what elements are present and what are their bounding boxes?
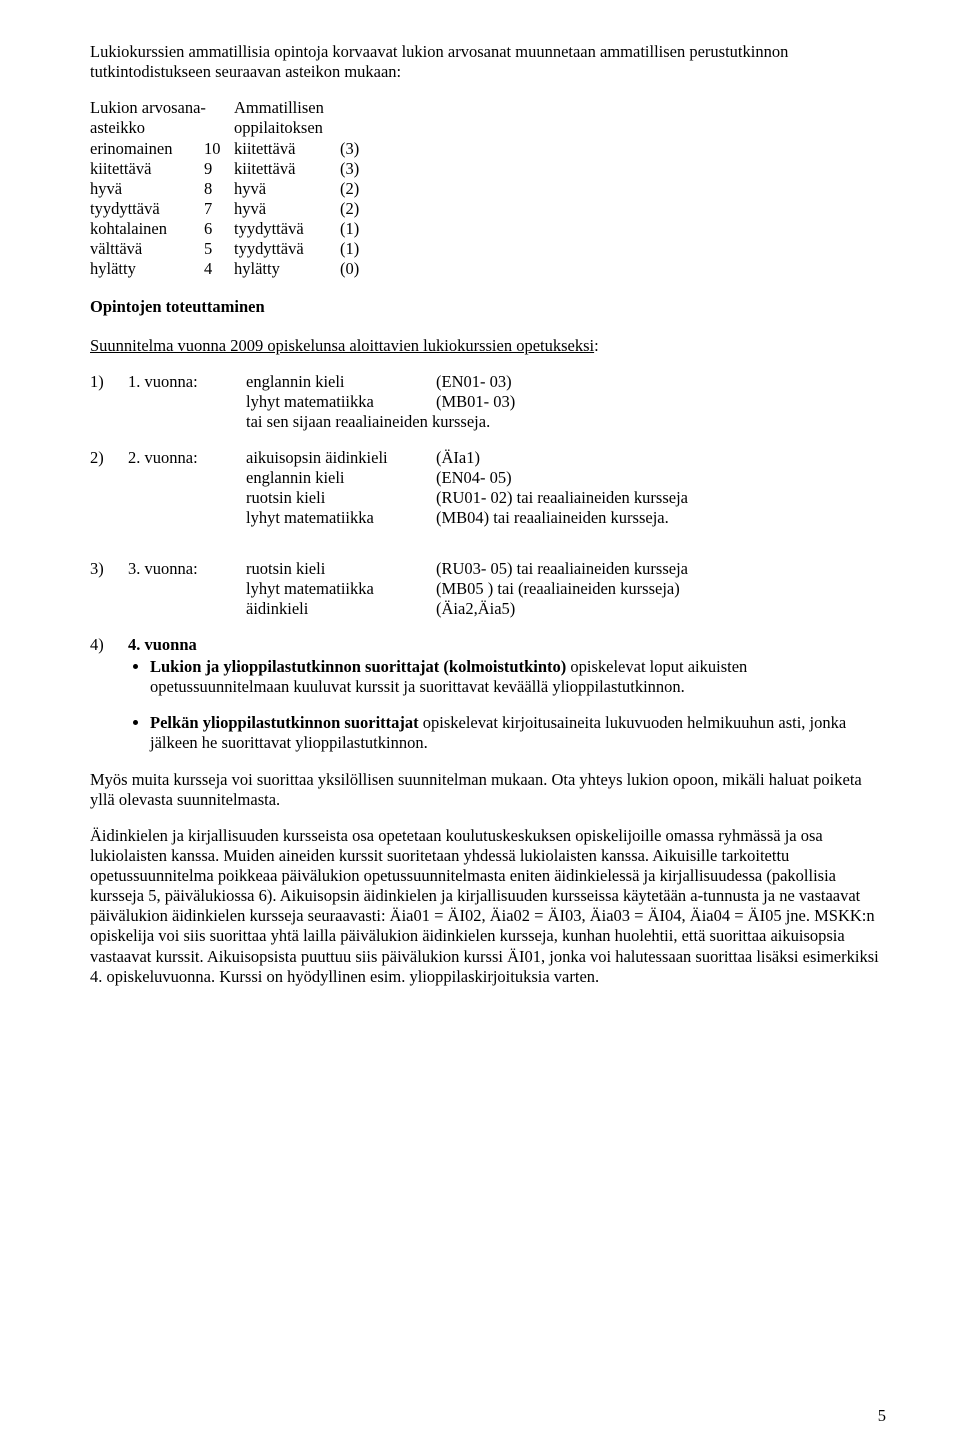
table-row: erinomainen10kiitettävä(3): [90, 139, 374, 159]
course-code: (RU03- 05) tai reaaliaineiden kursseja: [436, 559, 890, 579]
course-row: englannin kieli (EN04- 05): [246, 468, 890, 488]
year-1-content: englannin kieli (EN01- 03) lyhyt matemat…: [246, 372, 890, 432]
year-2-num: 2): [90, 448, 128, 529]
grade-num: 7: [204, 199, 234, 219]
grade-label-fi: kohtalainen: [90, 219, 204, 239]
course-code: (ÄIa1): [436, 448, 890, 468]
course-row: aikuisopsin äidinkieli (ÄIa1): [246, 448, 890, 468]
year-2-content: aikuisopsin äidinkieli (ÄIa1) englannin …: [246, 448, 890, 529]
year-3-num: 3): [90, 559, 128, 619]
course-row: ruotsin kieli (RU03- 05) tai reaaliainei…: [246, 559, 890, 579]
grade-voc-num: (2): [340, 199, 374, 219]
grade-voc-num: (3): [340, 159, 374, 179]
course-name: lyhyt matematiikka: [246, 508, 436, 528]
grade-voc-label: kiitettävä: [234, 159, 340, 179]
year-3-label: 3. vuonna:: [128, 559, 246, 619]
grade-voc-num: (1): [340, 219, 374, 239]
course-code: (EN04- 05): [436, 468, 890, 488]
year-4-label: 4. vuonna: [128, 635, 197, 655]
grade-num: 9: [204, 159, 234, 179]
year-4-num: 4): [90, 635, 128, 655]
section-heading-opintojen: Opintojen toteuttaminen: [90, 297, 890, 317]
course-name: äidinkieli: [246, 599, 436, 619]
grade-voc-label: hyvä: [234, 199, 340, 219]
table-row: kiitettävä9kiitettävä(3): [90, 159, 374, 179]
year-4-bullets: Lukion ja ylioppilastutkinnon suorittaja…: [90, 657, 890, 754]
year-3-block: 3) 3. vuonna: ruotsin kieli (RU03- 05) t…: [90, 559, 890, 619]
grade-label-fi: tyydyttävä: [90, 199, 204, 219]
paragraph-long: Äidinkielen ja kirjallisuuden kursseista…: [90, 826, 890, 987]
intro-paragraph: Lukiokurssien ammatillisia opintoja korv…: [90, 42, 890, 82]
course-name: ruotsin kieli: [246, 559, 436, 579]
table-row: kohtalainen6tyydyttävä(1): [90, 219, 374, 239]
course-code: (MB05 ) tai (reaaliaineiden kursseja): [436, 579, 890, 599]
suunnitelma-underline: Suunnitelma vuonna 2009 opiskelunsa aloi…: [90, 336, 594, 355]
sub-heading-suunnitelma: Suunnitelma vuonna 2009 opiskelunsa aloi…: [90, 336, 890, 356]
course-code: (MB01- 03): [436, 392, 890, 412]
course-name: lyhyt matematiikka: [246, 579, 436, 599]
grade-num: 4: [204, 259, 234, 279]
course-code: (Äia2,Äia5): [436, 599, 890, 619]
paragraph-after-years: Myös muita kursseja voi suorittaa yksilö…: [90, 770, 890, 810]
course-row: lyhyt matematiikka (MB04) tai reaaliaine…: [246, 508, 890, 528]
course-row: ruotsin kieli (RU01- 02) tai reaaliainei…: [246, 488, 890, 508]
grade-voc-label: hyvä: [234, 179, 340, 199]
table-row: tyydyttävä7hyvä(2): [90, 199, 374, 219]
bullet-bold-1: Lukion ja ylioppilastutkinnon suorittaja…: [150, 657, 570, 676]
grade-voc-label: kiitettävä: [234, 139, 340, 159]
year-4-block: 4) 4. vuonna Lukion ja ylioppilastutkinn…: [90, 635, 890, 754]
grade-voc-num: (3): [340, 139, 374, 159]
course-name: lyhyt matematiikka: [246, 392, 436, 412]
grade-num: 6: [204, 219, 234, 239]
course-row: äidinkieli (Äia2,Äia5): [246, 599, 890, 619]
grade-voc-label: hylätty: [234, 259, 340, 279]
table-header-right: Ammatillisen oppilaitoksen: [234, 98, 374, 138]
grade-num: 5: [204, 239, 234, 259]
course-name: ruotsin kieli: [246, 488, 436, 508]
course-code: (MB04) tai reaaliaineiden kursseja.: [436, 508, 890, 528]
table-header-left: Lukion arvosana-asteikko: [90, 98, 234, 138]
table-row: hyvä8hyvä(2): [90, 179, 374, 199]
course-name: englannin kieli: [246, 468, 436, 488]
list-item: Pelkän ylioppilastutkinnon suorittajat o…: [150, 713, 890, 753]
year-2-label: 2. vuonna:: [128, 448, 246, 529]
grade-num: 10: [204, 139, 234, 159]
year-1-label: 1. vuonna:: [128, 372, 246, 432]
course-row: englannin kieli (EN01- 03): [246, 372, 890, 392]
course-row: lyhyt matematiikka (MB05 ) tai (reaaliai…: [246, 579, 890, 599]
list-item: Lukion ja ylioppilastutkinnon suorittaja…: [150, 657, 890, 697]
course-name: englannin kieli: [246, 372, 436, 392]
year-1-num: 1): [90, 372, 128, 432]
grade-num: 8: [204, 179, 234, 199]
course-code: (RU01- 02) tai reaaliaineiden kursseja: [436, 488, 890, 508]
year-2-block: 2) 2. vuonna: aikuisopsin äidinkieli (ÄI…: [90, 448, 890, 529]
year-1-block: 1) 1. vuonna: englannin kieli (EN01- 03)…: [90, 372, 890, 432]
grade-voc-num: (1): [340, 239, 374, 259]
course-name: aikuisopsin äidinkieli: [246, 448, 436, 468]
grade-label-fi: kiitettävä: [90, 159, 204, 179]
page-number: 5: [878, 1406, 886, 1426]
year-1-note: tai sen sijaan reaaliaineiden kursseja.: [246, 412, 890, 432]
grade-label-fi: hylätty: [90, 259, 204, 279]
grade-label-fi: hyvä: [90, 179, 204, 199]
grade-voc-label: tyydyttävä: [234, 219, 340, 239]
bullet-bold-2: Pelkän ylioppilastutkinnon suorittajat: [150, 713, 423, 732]
year-3-content: ruotsin kieli (RU03- 05) tai reaaliainei…: [246, 559, 890, 619]
grade-label-fi: erinomainen: [90, 139, 204, 159]
course-code: (EN01- 03): [436, 372, 890, 392]
course-row: lyhyt matematiikka (MB01- 03): [246, 392, 890, 412]
grade-voc-label: tyydyttävä: [234, 239, 340, 259]
grade-voc-num: (2): [340, 179, 374, 199]
table-row: hylätty4hylätty(0): [90, 259, 374, 279]
grade-voc-num: (0): [340, 259, 374, 279]
grade-label-fi: välttävä: [90, 239, 204, 259]
table-row: välttävä5tyydyttävä(1): [90, 239, 374, 259]
grade-conversion-table: Lukion arvosana-asteikko Ammatillisen op…: [90, 98, 374, 279]
